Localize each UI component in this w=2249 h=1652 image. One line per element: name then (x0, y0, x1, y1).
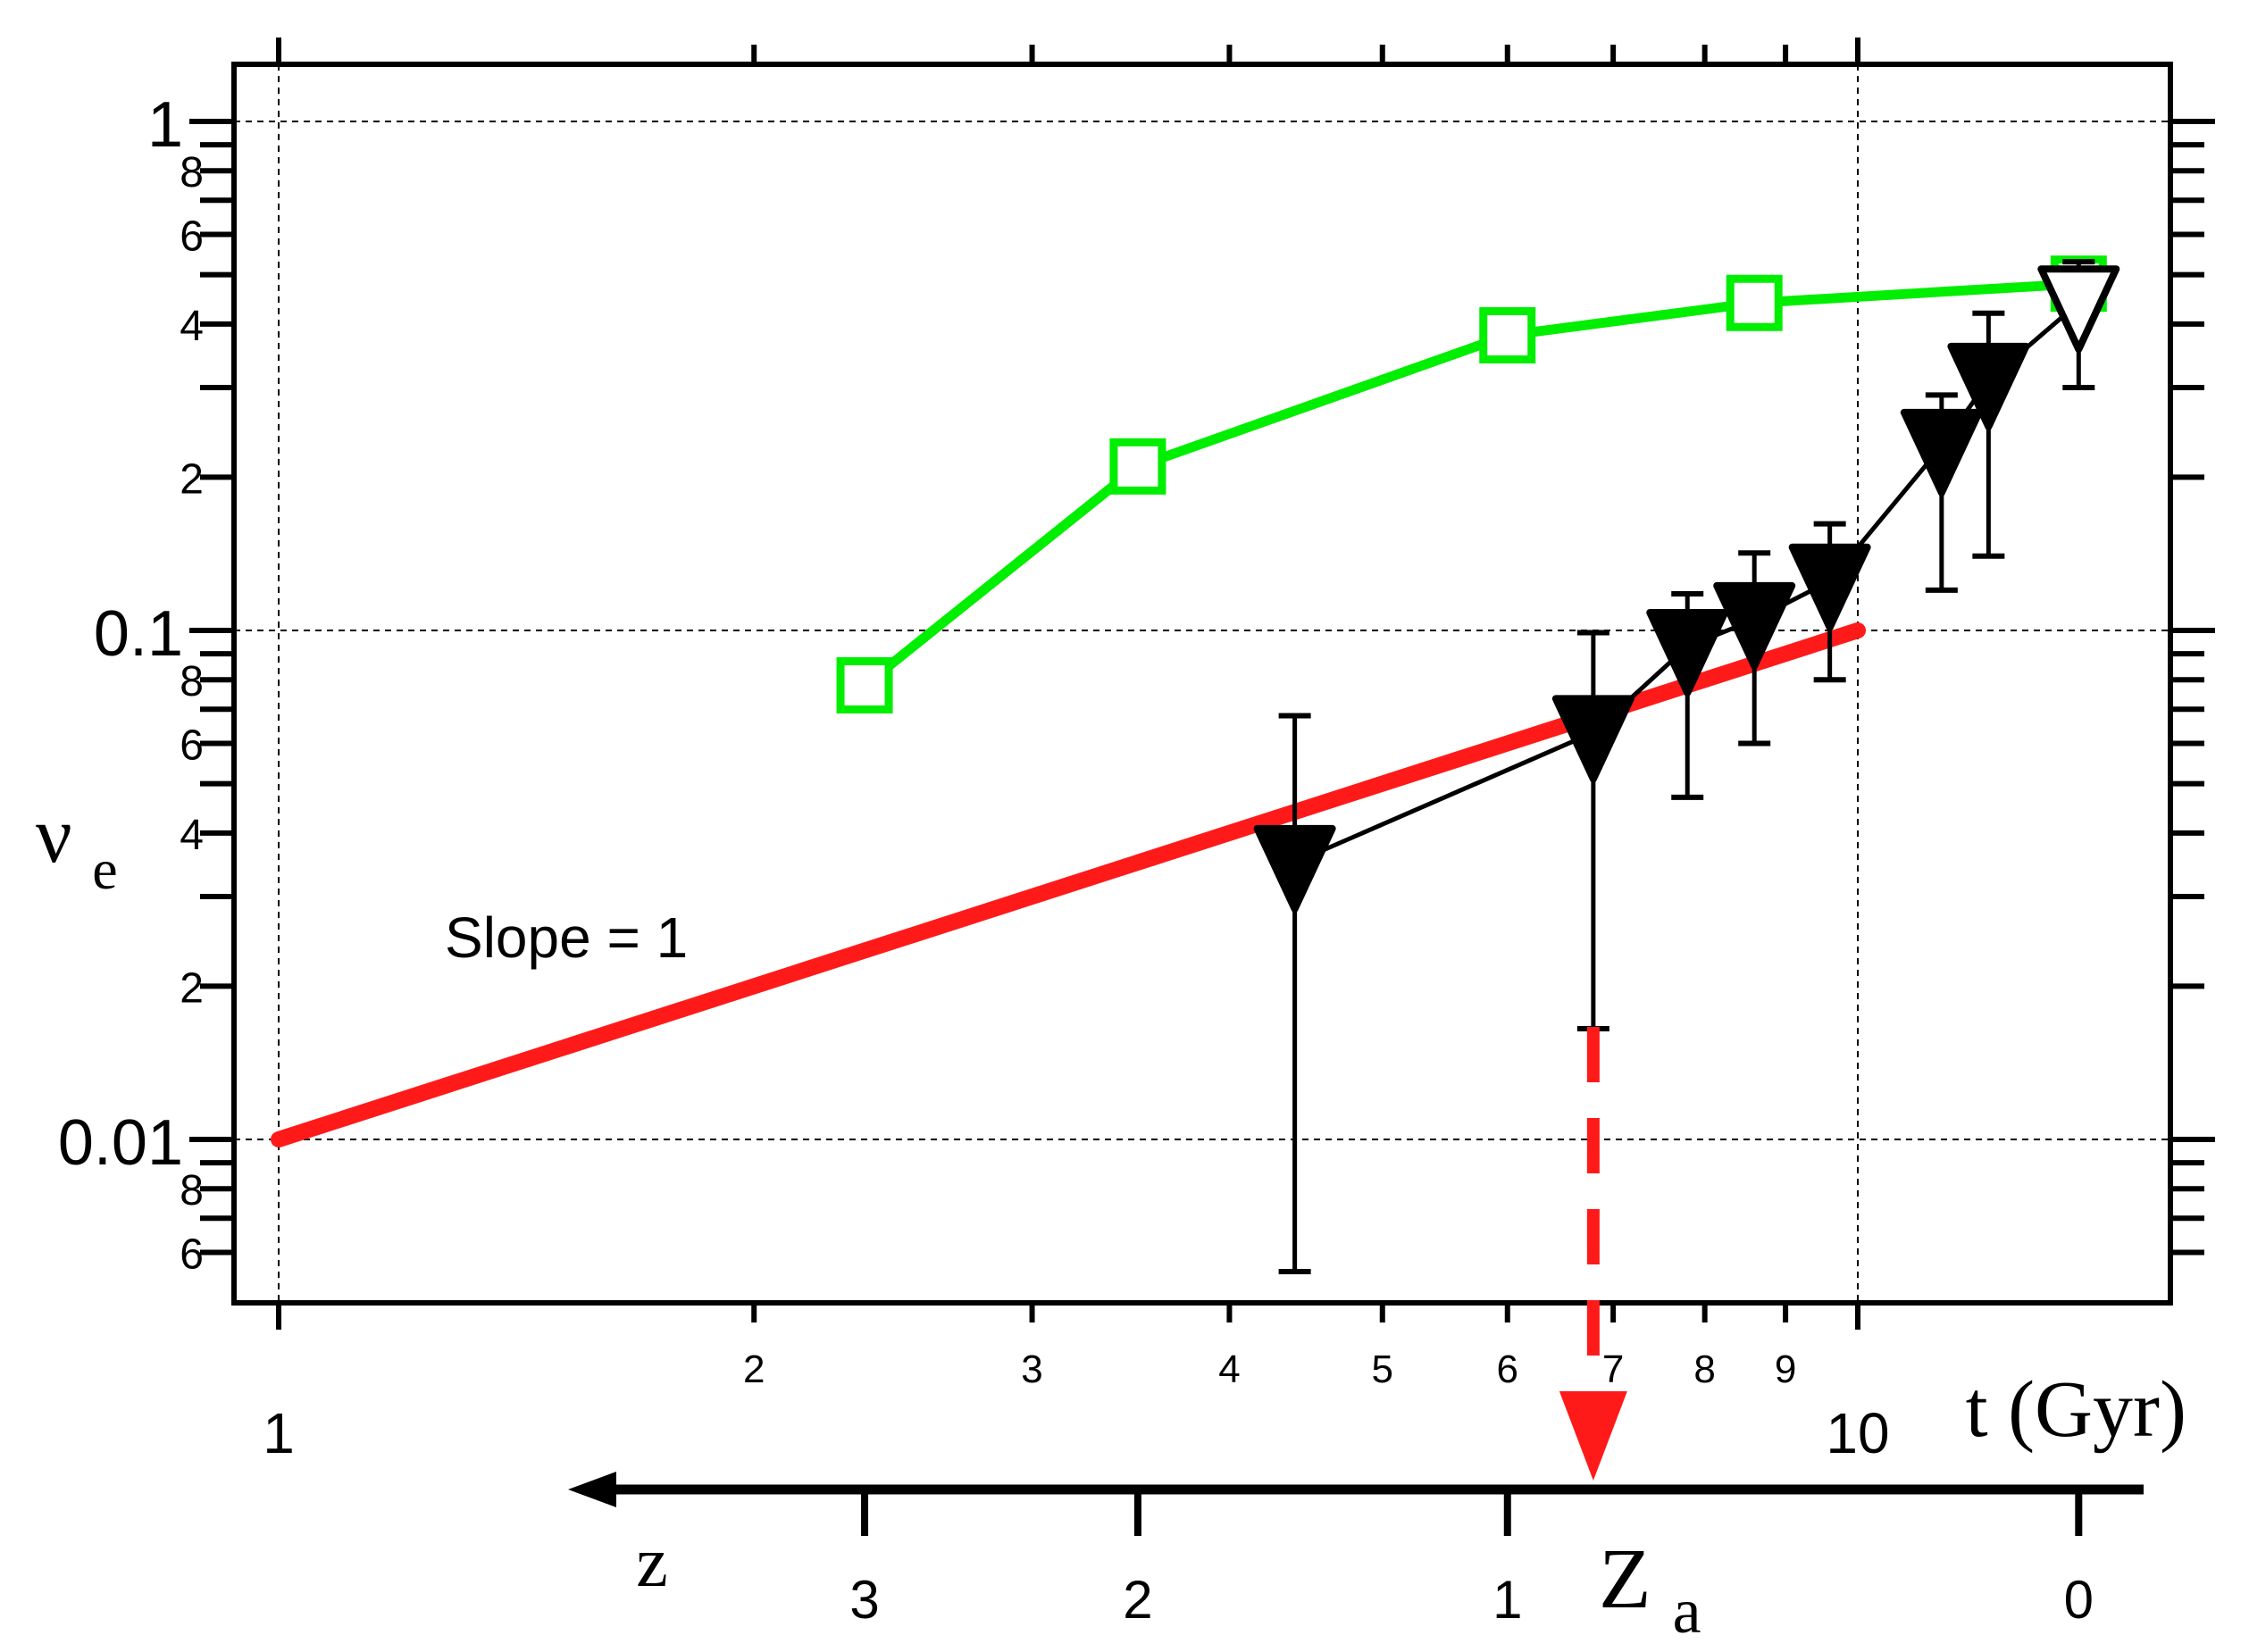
y-axis-title: ν e (36, 791, 118, 901)
open-triangle-point (2037, 265, 2120, 354)
y-axis-title-sub: e (92, 838, 117, 901)
x-tick-label: 7 (1602, 1347, 1624, 1391)
z-axis-tick-label: 3 (849, 1570, 879, 1630)
x-tick-label: 8 (1693, 1347, 1715, 1391)
y-tick-label: 2 (180, 455, 204, 503)
za-label: Z a (1599, 1531, 1701, 1647)
green-series-line (861, 279, 2079, 689)
x-tick-label: 6 (1497, 1347, 1518, 1391)
x-tick-label: 5 (1372, 1347, 1393, 1391)
black-triangle-point (1947, 342, 2030, 430)
plot-frame (231, 62, 2173, 1306)
green-square-point (1109, 438, 1166, 495)
redshift-axis: 3 2 1 0 (568, 1472, 2144, 1630)
y-axis-title-main: ν (36, 791, 72, 880)
slope-annotation: Slope = 1 (445, 905, 688, 970)
za-label-sub: a (1673, 1575, 1701, 1647)
axis-tick-labels: 1 10 2 3 4 5 6 7 8 9 0.01 0.1 1 6 8 2 4 6 8 2 4 6 8 (58, 89, 1890, 1465)
z-axis-tick-label: 0 (2064, 1570, 2094, 1630)
black-triangle-point (1713, 581, 1796, 670)
x-tick-label: 1 (263, 1401, 295, 1465)
green-square-point (836, 657, 893, 714)
black-triangle-point (1253, 824, 1336, 913)
y-tick-label: 0.01 (58, 1107, 183, 1179)
y-tick-label: 0.1 (94, 598, 183, 670)
y-tick-label: 8 (180, 149, 204, 196)
black-triangle-point (1788, 543, 1871, 631)
black-triangle-point (1900, 408, 1983, 496)
green-square-point (1726, 274, 1783, 331)
series-layer (271, 255, 2120, 1274)
y-tick-label: 4 (180, 303, 204, 350)
y-tick-label: 6 (180, 1231, 204, 1278)
x-tick-label: 2 (743, 1347, 765, 1391)
z-axis-title: z (636, 1523, 668, 1602)
axis-ticks (189, 38, 2215, 1330)
green-square-point (1479, 307, 1536, 364)
x-tick-label: 10 (1826, 1401, 1889, 1465)
y-tick-label: 8 (180, 1167, 204, 1214)
black-triangle-point (1646, 608, 1729, 697)
x-tick-label: 3 (1021, 1347, 1042, 1391)
y-tick-label: 4 (180, 812, 204, 859)
grid-lines (234, 64, 2170, 1303)
y-tick-label: 6 (180, 722, 204, 769)
za-arrow-head (1559, 1391, 1627, 1481)
x-tick-label: 4 (1218, 1347, 1240, 1391)
y-tick-label: 1 (147, 89, 183, 161)
z-axis-tick-label: 1 (1492, 1570, 1522, 1630)
x-axis-title: t (Gyr) (1966, 1365, 2186, 1454)
za-label-main: Z (1599, 1531, 1651, 1626)
za-marker (1559, 1027, 1627, 1481)
y-tick-label: 6 (180, 213, 204, 260)
z-axis-tick-label: 2 (1123, 1570, 1152, 1630)
x-tick-label: 9 (1775, 1347, 1796, 1391)
z-axis-arrow-head (568, 1472, 616, 1507)
y-tick-label: 2 (180, 964, 204, 1012)
y-tick-label: 8 (180, 658, 204, 705)
black-triangle-point (1551, 695, 1634, 783)
